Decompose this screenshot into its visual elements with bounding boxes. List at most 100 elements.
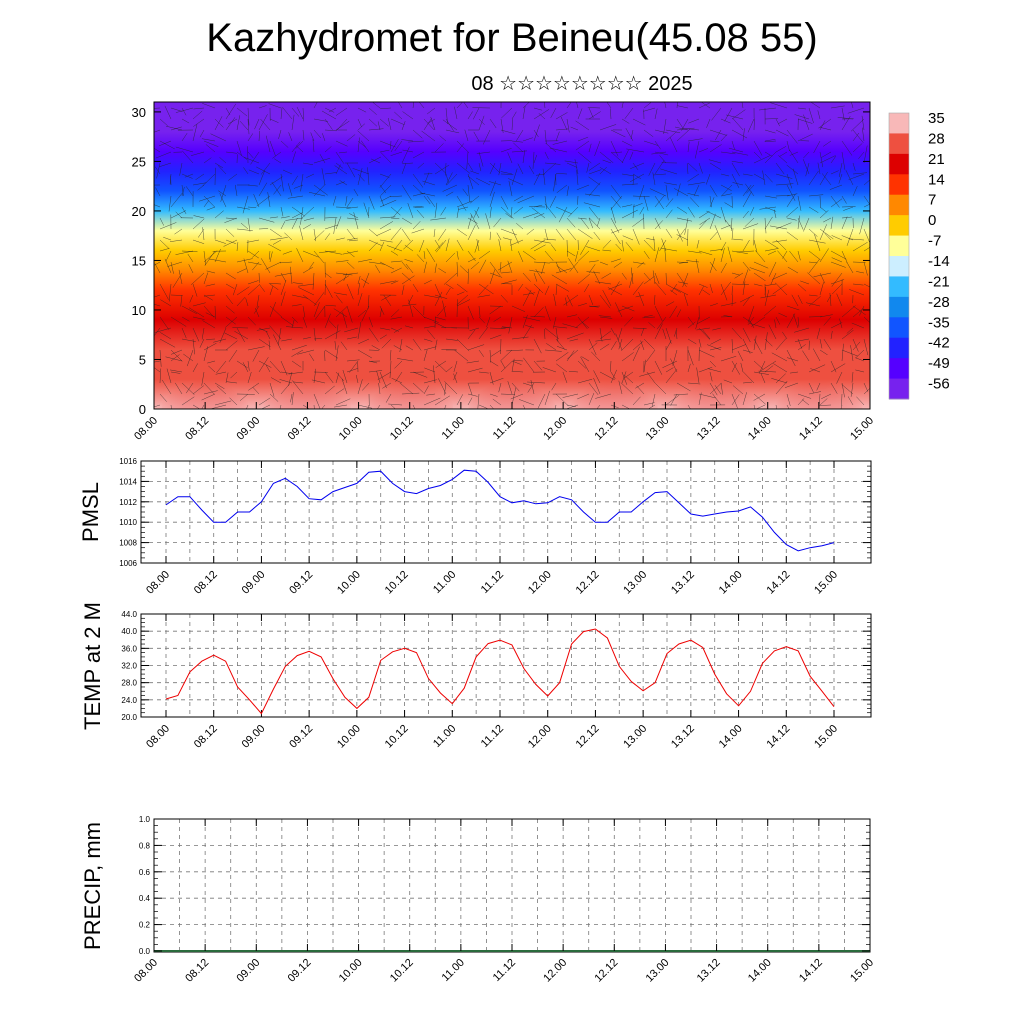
wind-vector <box>841 305 856 318</box>
wind-vector <box>201 138 216 142</box>
wind-vector <box>698 366 713 373</box>
wind-vector <box>213 338 227 343</box>
wind-vector <box>709 261 717 272</box>
wind-vector <box>236 242 239 252</box>
wind-vector <box>368 370 383 373</box>
wind-vector <box>346 250 355 258</box>
wind-vector <box>544 151 549 160</box>
wind-vector <box>473 131 480 142</box>
wind-vector <box>643 338 655 350</box>
wind-vector <box>695 258 700 274</box>
wind-vector <box>850 118 865 132</box>
wind-vector <box>419 239 425 252</box>
wind-vector <box>753 155 771 164</box>
wind-vector <box>687 162 698 172</box>
wind-vector <box>808 107 814 124</box>
wind-vector <box>753 393 766 405</box>
wind-vector <box>640 327 645 336</box>
x-tick-label: 12.00 <box>526 569 554 597</box>
wind-vector <box>236 151 248 160</box>
wind-vector <box>511 358 515 373</box>
wind-vector <box>797 133 813 142</box>
wind-vector <box>764 365 774 373</box>
wind-vector <box>706 210 722 219</box>
wind-vector <box>639 206 645 215</box>
wind-vector <box>335 216 342 230</box>
wind-vector <box>236 206 250 210</box>
wind-vector <box>637 261 645 268</box>
wind-vector <box>797 338 803 349</box>
wind-vector <box>214 239 226 244</box>
wind-vector <box>489 206 492 219</box>
wind-vector <box>181 132 188 142</box>
wind-vector <box>280 221 286 230</box>
temp-panel: 20.024.028.032.036.040.044.008.00 08.12 09… <box>80 602 872 751</box>
cs-x-tick-label: 11.12 <box>491 415 518 442</box>
wind-vector <box>154 404 161 408</box>
colorbar-label: -14 <box>928 253 950 270</box>
wind-vector <box>260 118 271 131</box>
wind-vector <box>731 109 746 120</box>
wind-vector <box>734 272 744 279</box>
wind-vector <box>522 382 532 387</box>
wind-vector <box>232 327 249 329</box>
wind-vector <box>335 324 339 340</box>
wind-vector <box>588 260 599 263</box>
wind-vector <box>568 370 579 373</box>
wind-vector <box>632 281 644 296</box>
wind-vector <box>469 195 480 204</box>
wind-vector <box>643 107 656 112</box>
x-tick-label: 11.12 <box>491 957 518 984</box>
wind-vector <box>789 250 799 263</box>
wind-vector <box>243 258 249 274</box>
wind-vector <box>334 292 348 296</box>
wind-vector <box>753 261 769 269</box>
wind-vector <box>203 346 209 362</box>
wind-vector <box>247 151 254 159</box>
wind-vector <box>610 404 619 409</box>
wind-vector <box>764 151 777 164</box>
wind-vector <box>506 349 524 352</box>
wind-vector <box>246 404 249 409</box>
wind-vector <box>467 162 473 171</box>
wind-vector <box>324 313 331 329</box>
wind-vector <box>621 102 624 109</box>
wind-vector <box>291 217 298 230</box>
wind-vector <box>187 253 194 263</box>
wind-vector <box>654 305 663 322</box>
wind-vector <box>402 162 414 165</box>
wind-vector <box>808 239 826 244</box>
wind-vector <box>841 216 848 230</box>
wind-vector <box>159 368 162 384</box>
wind-vector <box>453 360 458 372</box>
wind-vector <box>299 225 304 241</box>
wind-vector <box>568 206 579 218</box>
x-tick-label: 14.12 <box>764 569 792 597</box>
wind-vector <box>199 338 205 348</box>
wind-vector <box>533 307 544 318</box>
wind-vector <box>676 234 689 241</box>
wind-vector <box>381 294 392 301</box>
wind-vector <box>324 217 338 219</box>
wind-vector <box>252 261 260 271</box>
wind-vector <box>764 151 773 157</box>
wind-vector <box>698 286 704 296</box>
wind-vector <box>670 289 678 296</box>
wind-vector <box>673 393 689 396</box>
wind-vector <box>610 327 616 336</box>
wind-vector <box>618 380 623 395</box>
wind-vector <box>412 305 426 319</box>
wind-vector <box>789 151 799 156</box>
wind-vector <box>566 162 578 168</box>
wind-vector <box>401 146 410 164</box>
wind-vector <box>764 118 779 120</box>
wind-vector <box>300 173 304 192</box>
wind-vector <box>379 216 396 219</box>
wind-vector <box>511 382 520 392</box>
wind-vector <box>647 404 656 409</box>
wind-vector <box>321 168 326 186</box>
wind-vector <box>291 316 298 323</box>
wind-vector <box>731 160 744 164</box>
wind-vector <box>777 250 788 263</box>
